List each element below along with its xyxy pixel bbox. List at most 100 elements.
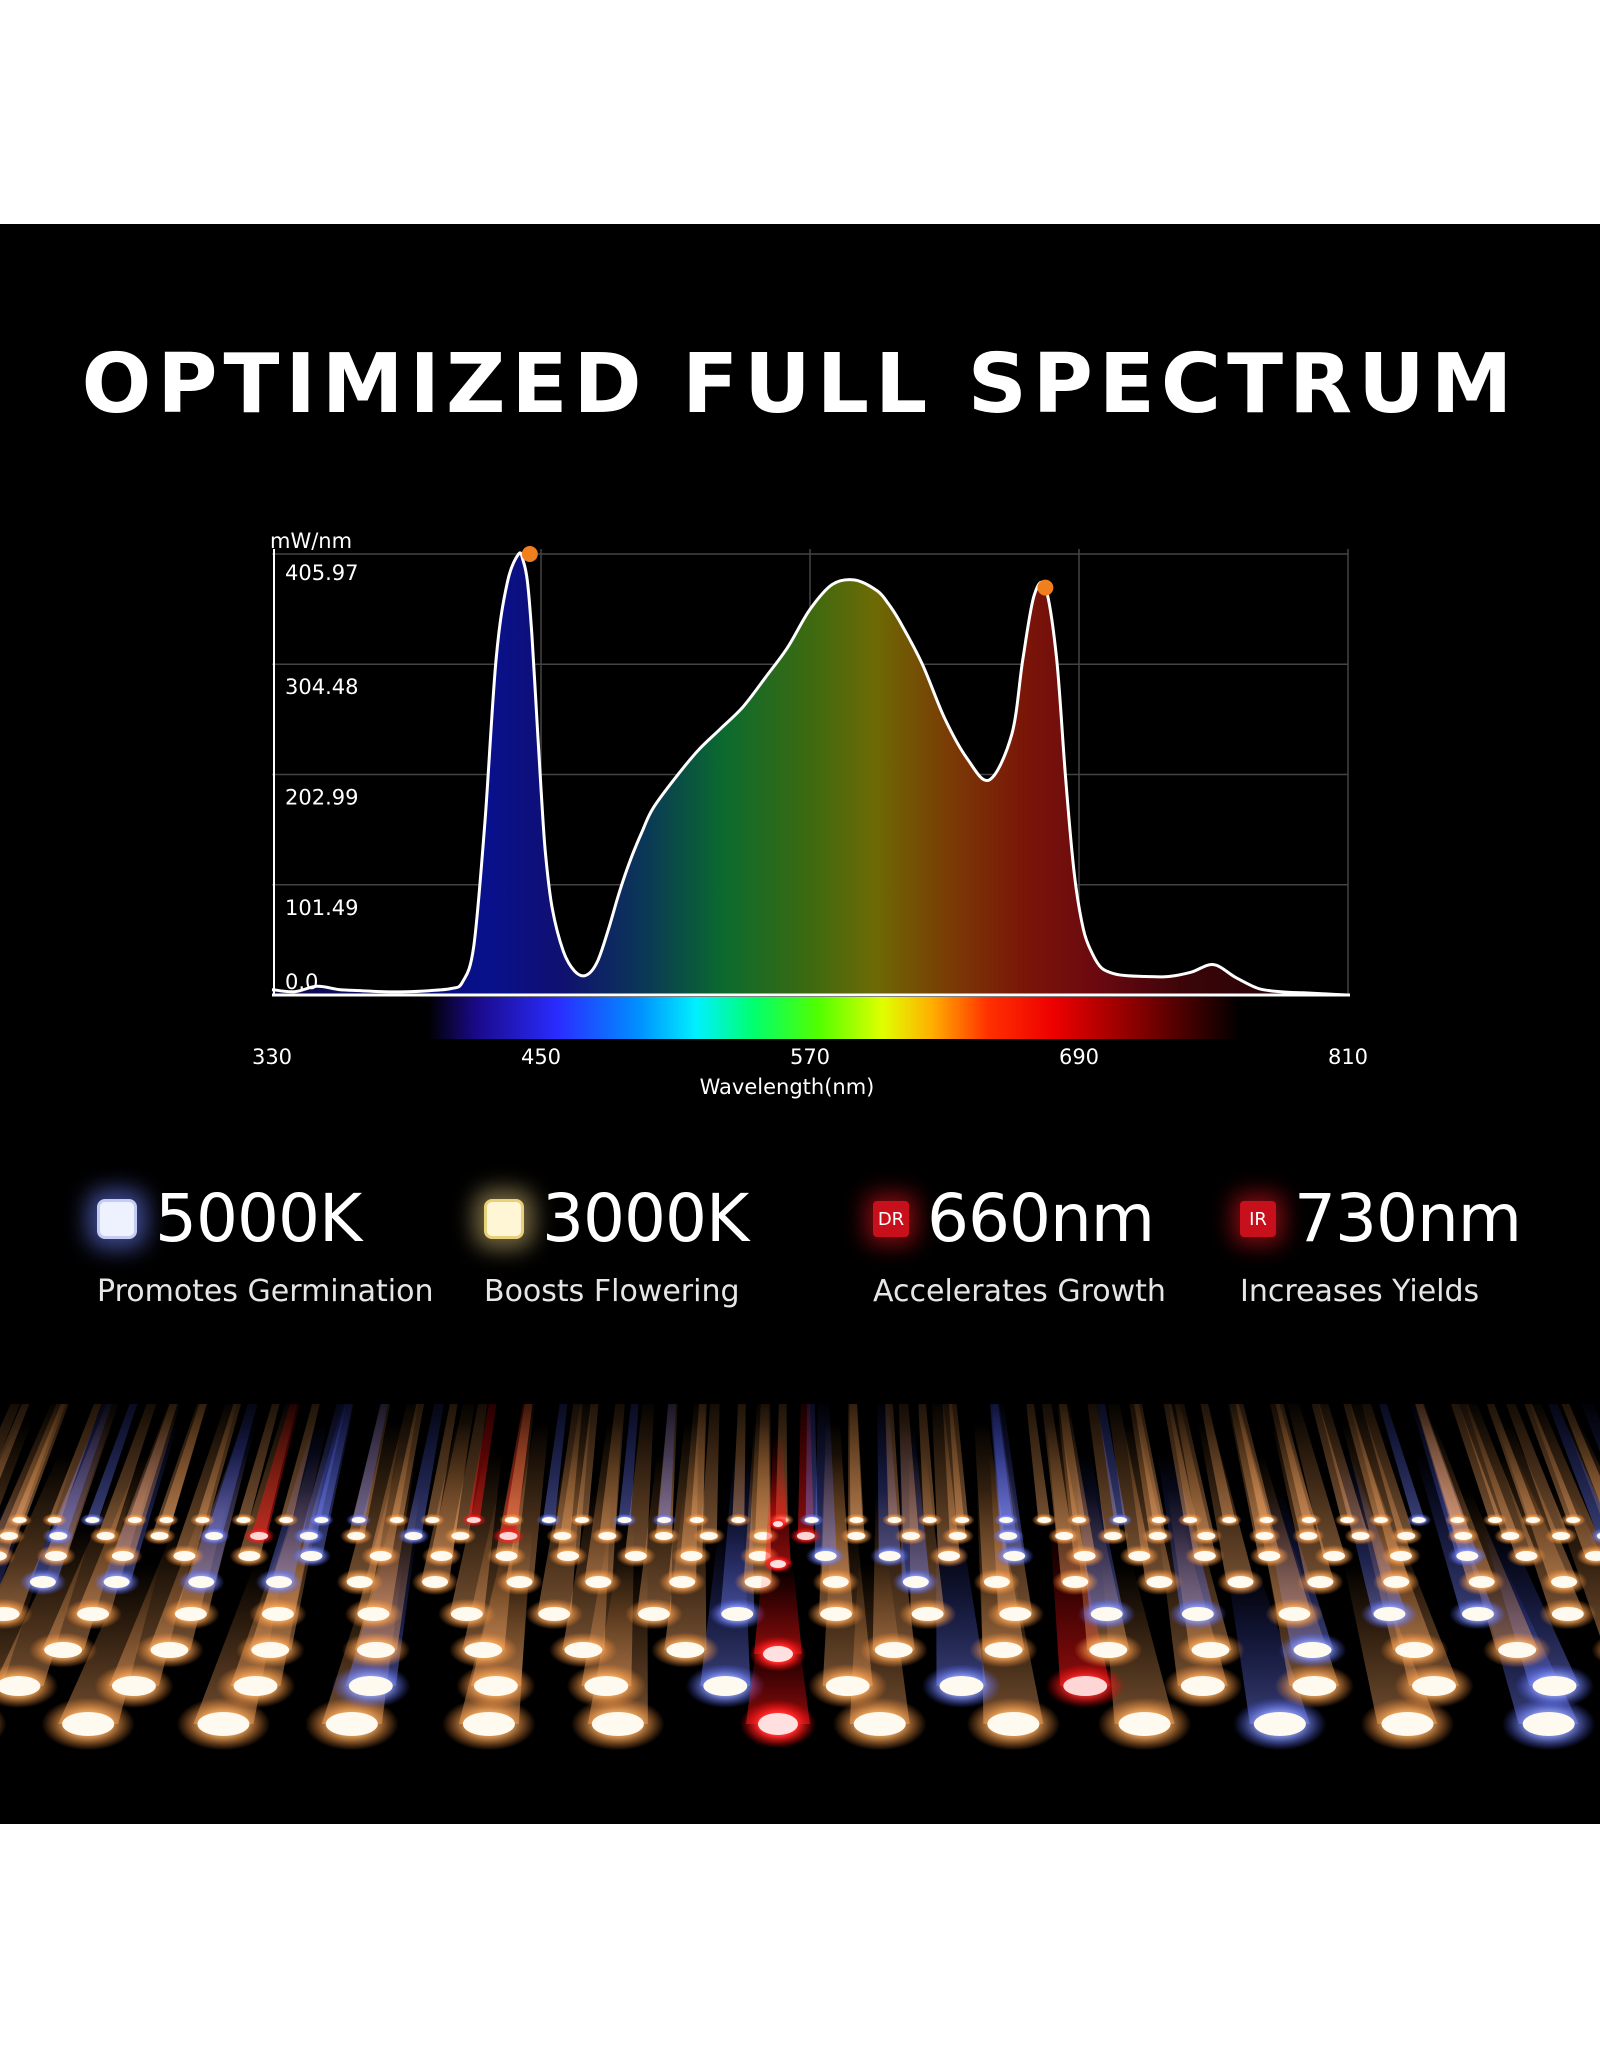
led-features: 5000K Promotes Germination 3000K Boosts …: [0, 1174, 1600, 1324]
light-beam: [452, 1404, 488, 1536]
light-beam: [0, 1422, 32, 1507]
light-beam: [405, 1404, 444, 1536]
led-dot: [999, 1517, 1014, 1523]
led-dot: [1526, 1517, 1541, 1523]
feature-value: 730nm: [1294, 1180, 1522, 1257]
light-beam: [1561, 1404, 1600, 1503]
led-dot: [721, 1607, 754, 1621]
spectrum-panel: OPTIMIZED FULL SPECTRUM: [0, 224, 1600, 1824]
feature-730nm: IR 730nm Increases Yields: [1240, 1174, 1600, 1324]
light-beam: [618, 1404, 639, 1520]
led-dot: [1488, 1517, 1503, 1523]
y-tick-label: 101.49: [285, 896, 358, 920]
led-dot: [300, 1551, 323, 1561]
led-dot: [348, 1676, 393, 1696]
light-beam: [1107, 1404, 1151, 1556]
led-dot: [62, 1712, 115, 1736]
light-beam: [1134, 1404, 1165, 1520]
light-beam: [1311, 1404, 1354, 1520]
led-dot: [770, 1560, 786, 1568]
led-dot: [1146, 1576, 1173, 1588]
led-dot: [47, 1517, 62, 1523]
led-dot: [1552, 1532, 1571, 1540]
led-dot: [987, 1712, 1040, 1736]
led-dot: [238, 1551, 261, 1561]
led-dot: [669, 1576, 696, 1588]
led-dot: [1515, 1551, 1538, 1561]
led-dot: [763, 1646, 793, 1662]
led-dot: [575, 1517, 590, 1523]
led-dot: [369, 1551, 392, 1561]
led-dot: [820, 1607, 853, 1621]
led-dot: [657, 1517, 672, 1523]
led-dot: [1227, 1576, 1254, 1588]
light-beam: [1157, 1454, 1215, 1614]
light-beam: [1506, 1404, 1570, 1536]
light-beam: [426, 1404, 458, 1520]
feature-3000k-row: 3000K: [484, 1174, 749, 1264]
led-dot: [1128, 1551, 1151, 1561]
x-axis-label: Wavelength(nm): [700, 1075, 875, 1099]
light-beam: [755, 1404, 772, 1536]
led-dot: [822, 1576, 849, 1588]
led-dot: [1181, 1607, 1214, 1621]
led-dot: [1222, 1517, 1237, 1523]
led-dot: [159, 1517, 174, 1523]
light-beam: [700, 1404, 720, 1536]
feature-5000k-row: 5000K: [97, 1174, 362, 1264]
x-tick-labels: 330 450 570 690 810: [252, 1045, 1368, 1069]
headline: OPTIMIZED FULL SPECTRUM: [81, 337, 1519, 432]
led-dot: [1411, 1517, 1426, 1523]
led-dot: [0, 1532, 19, 1540]
x-tick-label: 570: [790, 1045, 830, 1069]
led-dot: [557, 1551, 580, 1561]
led-dot: [150, 1532, 169, 1540]
light-beam: [13, 1404, 69, 1520]
feature-caption: Increases Yields: [1240, 1274, 1480, 1309]
led-dot: [689, 1517, 704, 1523]
led-dot: [473, 1676, 518, 1696]
led-dot: [504, 1517, 519, 1523]
led-dot: [1450, 1517, 1465, 1523]
led-dot: [495, 1551, 518, 1561]
light-beam: [251, 1404, 300, 1536]
led-dot: [1454, 1532, 1473, 1540]
led-dot: [250, 1532, 269, 1540]
light-beam: [128, 1404, 178, 1520]
led-dot: [553, 1532, 572, 1540]
led-glow: [0, 1710, 7, 1738]
led-dot: [1292, 1676, 1337, 1696]
led-dot: [49, 1532, 68, 1540]
led-dot: [1253, 1712, 1306, 1736]
led-dot: [1584, 1551, 1600, 1561]
led-dot: [878, 1551, 901, 1561]
led-dot: [541, 1517, 556, 1523]
led-dot: [404, 1532, 423, 1540]
led-dot: [12, 1517, 27, 1523]
light-beam: [805, 1404, 818, 1520]
led-dot: [703, 1676, 748, 1696]
led-dot: [1461, 1607, 1494, 1621]
led-dot: [1193, 1551, 1216, 1561]
light-beam: [1450, 1404, 1502, 1520]
led-dot: [1258, 1551, 1281, 1561]
light-beam: [196, 1404, 241, 1520]
led-dot: [1089, 1642, 1128, 1658]
led-dot: [111, 1676, 156, 1696]
light-beam: [1163, 1404, 1197, 1520]
peak-marker: [521, 546, 538, 562]
led-dot: [389, 1517, 404, 1523]
led-dot: [666, 1642, 705, 1658]
led-dot: [127, 1517, 142, 1523]
led-dot: [887, 1517, 902, 1523]
light-beam: [918, 1404, 936, 1520]
led-dot: [1596, 1532, 1600, 1540]
led-dot: [902, 1576, 929, 1588]
light-beam: [505, 1404, 533, 1520]
led-dot: [853, 1712, 906, 1736]
led-dot: [591, 1712, 644, 1736]
led-dot: [1151, 1517, 1166, 1523]
led-dot: [538, 1607, 571, 1621]
led-dot: [1112, 1517, 1127, 1523]
light-beam: [1486, 1404, 1540, 1520]
